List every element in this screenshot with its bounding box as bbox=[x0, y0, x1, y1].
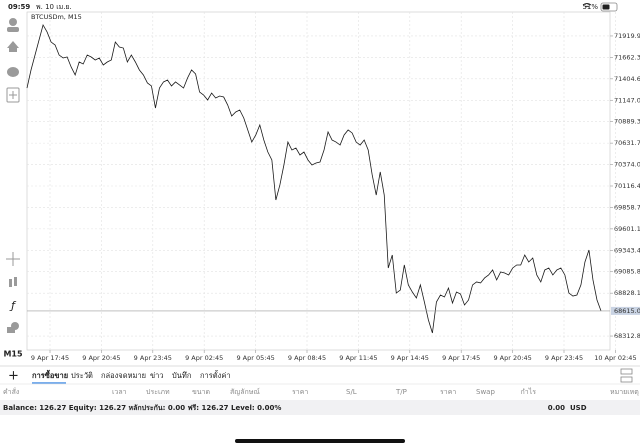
y-tick-label: 71662.30 bbox=[614, 53, 640, 61]
column-header: Swap bbox=[476, 388, 495, 396]
price-line bbox=[26, 23, 602, 334]
chat-icon[interactable] bbox=[7, 67, 19, 77]
column-headers: คำสั่ง เวลา ประเภท ขนาด สัญลักษณ์ ราคา S/L T/P ร… bbox=[3, 387, 639, 396]
y-tick-label: 69343.45 bbox=[614, 246, 640, 254]
current-price-label: 68615.02 bbox=[614, 307, 640, 315]
column-header: สัญลักษณ์ bbox=[230, 388, 260, 396]
status-battery: 51% bbox=[582, 3, 598, 11]
candles-icon[interactable] bbox=[9, 279, 12, 287]
y-tick-label: 70374.05 bbox=[614, 161, 640, 169]
x-tick-label: 9 Apr 23:45 bbox=[134, 354, 172, 362]
x-tick-label: 9 Apr 14:45 bbox=[391, 354, 429, 362]
y-tick-label: 69858.75 bbox=[614, 203, 640, 211]
indicators-icon[interactable]: ƒ bbox=[9, 299, 17, 312]
column-header: T/P bbox=[395, 388, 407, 396]
profit-total: 0.00 bbox=[548, 404, 565, 412]
y-tick-label: 70116.40 bbox=[614, 182, 640, 190]
x-tick-label: 9 Apr 17:45 bbox=[31, 354, 69, 362]
column-header: ประเภท bbox=[146, 388, 170, 396]
y-tick-label: 71404.65 bbox=[614, 75, 640, 83]
x-tick-label: 9 Apr 23:45 bbox=[545, 354, 583, 362]
home-indicator bbox=[235, 439, 405, 443]
battery-icon bbox=[600, 2, 618, 12]
x-tick-label: 9 Apr 20:45 bbox=[82, 354, 120, 362]
column-header: เวลา bbox=[112, 388, 127, 396]
currency: USD bbox=[570, 404, 587, 412]
crosshair-icon[interactable] bbox=[6, 252, 20, 266]
y-tick-label: 68312.85 bbox=[614, 332, 640, 340]
left-toolbar: ƒ bbox=[6, 18, 20, 333]
current-price-box bbox=[611, 306, 640, 315]
x-tick-label: 9 Apr 20:45 bbox=[493, 354, 531, 362]
column-header: ราคา bbox=[292, 388, 308, 396]
y-tick-label: 70631.70 bbox=[614, 139, 640, 147]
wifi-icon bbox=[582, 3, 592, 8]
add-button[interactable]: + bbox=[8, 369, 19, 384]
column-header: ขนาด bbox=[192, 388, 210, 396]
column-header: S/L bbox=[346, 388, 357, 396]
column-header: ราคา bbox=[440, 388, 456, 396]
account-icon-body bbox=[7, 27, 19, 32]
status-time: 09:59 bbox=[8, 3, 30, 11]
x-tick-label: 9 Apr 02:45 bbox=[185, 354, 223, 362]
summary-text: Balance: 126.27 Equity: 126.27 หลักประกั… bbox=[3, 404, 281, 412]
column-header: คำสั่ง bbox=[3, 387, 19, 396]
tab[interactable]: การตั้งค่า bbox=[200, 370, 231, 380]
x-tick-label: 9 Apr 17:45 bbox=[442, 354, 480, 362]
y-tick-label: 69601.10 bbox=[614, 225, 640, 233]
tab[interactable]: ประวัติ bbox=[71, 371, 93, 380]
y-tick-label: 68828.15 bbox=[614, 289, 640, 297]
grid: 71919.95 71662.30 71404.65 71147.00 70889.35… bbox=[27, 12, 640, 362]
candles-icon-2 bbox=[14, 277, 17, 286]
y-tick-label: 69085.80 bbox=[614, 268, 640, 276]
timeframe-button[interactable]: M15 bbox=[3, 350, 23, 359]
x-tick-label: 9 Apr 11:45 bbox=[339, 354, 377, 362]
tab[interactable]: บันทึก bbox=[172, 371, 191, 380]
objects-icon-2 bbox=[7, 327, 15, 333]
column-header: หมายเหตุ bbox=[610, 388, 639, 396]
trade-icon[interactable] bbox=[7, 41, 19, 52]
y-tick-label: 71147.00 bbox=[614, 96, 640, 104]
summary-row bbox=[0, 400, 640, 415]
plot: 68615.02 bbox=[26, 23, 640, 334]
layout-icon-2 bbox=[620, 376, 633, 383]
tab[interactable]: ข่าว bbox=[150, 371, 164, 380]
chart-title: BTCUSDm, M15 bbox=[31, 13, 82, 21]
account-icon[interactable] bbox=[9, 18, 17, 26]
status-date: พ. 10 เม.ย. bbox=[36, 3, 72, 11]
chart-frame bbox=[26, 11, 611, 351]
x-tick-label: 9 Apr 08:45 bbox=[288, 354, 326, 362]
y-tick-label: 70889.35 bbox=[614, 118, 640, 126]
y-tick-label: 71919.95 bbox=[614, 32, 640, 40]
x-tick-label: 9 Apr 05:45 bbox=[236, 354, 274, 362]
battery-level bbox=[602, 4, 610, 10]
column-header: กำไร bbox=[521, 387, 537, 396]
tabs: การซื้อขาย ประวัติ กล่องจดหมาย ข่าว บันทึก กา… bbox=[32, 369, 231, 384]
new-order-plus bbox=[9, 91, 17, 99]
layout-icon[interactable] bbox=[620, 368, 633, 375]
tab[interactable]: กล่องจดหมาย bbox=[101, 371, 146, 380]
tab[interactable]: การซื้อขาย bbox=[32, 369, 68, 380]
new-order-icon[interactable] bbox=[6, 87, 20, 103]
x-tick-label: 10 Apr 02:45 bbox=[594, 354, 636, 362]
